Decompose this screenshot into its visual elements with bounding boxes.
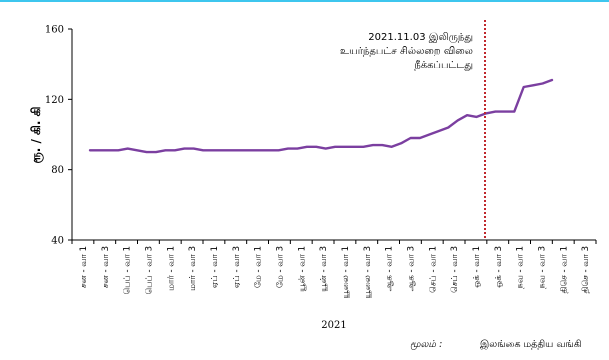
- y-axis-ticks: 40 80 120 160: [45, 25, 72, 247]
- source-text: இலங்கை மத்திய வங்கி: [480, 339, 582, 350]
- annotation-text-line: நீக்கப்பட்டது: [414, 60, 473, 71]
- x-axis-label: 2021: [321, 320, 346, 331]
- y-tick-label: 40: [51, 236, 64, 247]
- x-tick-label: நவ - வா 3: [537, 246, 547, 289]
- x-tick-label: பெப் - வா 1: [123, 246, 133, 294]
- x-tick-label: ஏப் - வா 3: [232, 246, 242, 288]
- x-tick-label: செப் - வா 1: [428, 246, 438, 293]
- x-tick-label: யூன் - வா 1: [297, 246, 307, 292]
- x-tick-label: யூலை - வா 1: [341, 246, 351, 299]
- x-tick-label: செப் - வா 3: [450, 246, 460, 293]
- axes: [71, 29, 596, 241]
- x-tick-label: மார் - வா 1: [166, 246, 176, 291]
- x-tick-label: ஒக் - வா 3: [494, 246, 504, 288]
- x-tick-label: மே - வா 3: [275, 246, 285, 288]
- y-tick-label: 80: [51, 165, 64, 176]
- x-tick-label: நவ - வா 1: [516, 246, 526, 289]
- x-tick-label: சன - வா 3: [101, 246, 111, 288]
- y-tick-label: 160: [45, 25, 64, 36]
- x-tick-label: யூன் - வா 3: [319, 246, 329, 292]
- annotation: 2021.11.03 இலிருந்து உயர்ந்தபட்ச சில்லறை …: [340, 20, 486, 240]
- x-tick-label: ஆக - வா 1: [385, 246, 395, 291]
- y-tick-label: 120: [45, 95, 64, 106]
- series-line: [88, 78, 554, 154]
- x-tick-label: திசெ - வா 1: [559, 246, 569, 293]
- x-tick-label: மே - வா 1: [254, 246, 264, 288]
- x-tick-label: பெப் - வா 3: [144, 246, 154, 294]
- x-tick-label: திசெ - வா 3: [581, 246, 591, 293]
- x-axis-ticks: சன - வா 1 சன - வா 3 பெப் - வா 1 பெப் - வா 3…: [71, 240, 597, 299]
- x-tick-label: யூலை - வா 3: [363, 246, 373, 299]
- annotation-text-line: 2021.11.03 இலிருந்து: [368, 32, 473, 43]
- source-label: மூலம் :: [410, 339, 442, 350]
- x-tick-label: ஏப் - வா 1: [210, 246, 220, 288]
- x-tick-label: மார் - வா 3: [188, 246, 198, 291]
- top-accent-rule: [0, 0, 609, 2]
- series-layer: [88, 78, 554, 154]
- annotation-text-line: உயர்ந்தபட்ச சில்லறை விலை: [340, 46, 473, 57]
- x-tick-label: ஒக் - வா 1: [472, 246, 482, 288]
- x-tick-label: ஆக - வா 3: [406, 246, 416, 291]
- y-axis-label: ரூ. / கி. கி: [29, 107, 44, 164]
- x-tick-label: சன - வா 1: [79, 246, 89, 288]
